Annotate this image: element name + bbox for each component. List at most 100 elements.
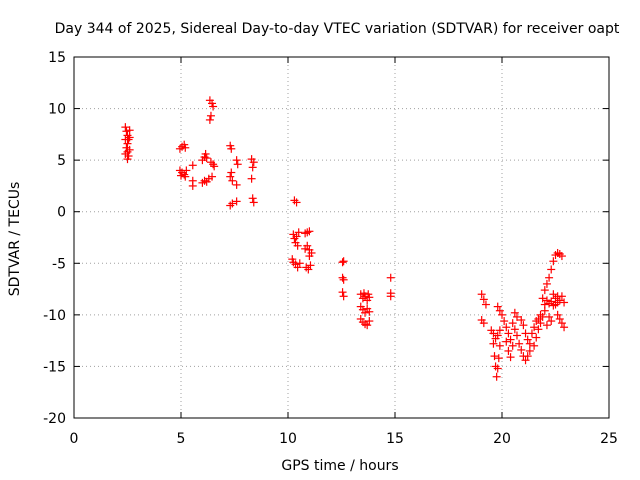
- data-point: [523, 352, 532, 361]
- y-tick-label: 10: [48, 102, 66, 118]
- data-point: [542, 321, 551, 330]
- data-point: [210, 162, 219, 171]
- data-point: [515, 339, 524, 348]
- data-point: [188, 161, 197, 170]
- data-point: [247, 174, 256, 183]
- x-tick-label: 25: [600, 431, 618, 447]
- data-point: [508, 341, 517, 350]
- data-point: [294, 228, 303, 237]
- data-point: [553, 310, 562, 319]
- data-point: [504, 346, 513, 355]
- data-point: [202, 154, 211, 163]
- data-point: [301, 229, 310, 238]
- axis-ticks: [73, 56, 610, 419]
- data-point: [547, 265, 556, 274]
- data-point: [290, 234, 299, 243]
- data-point: [510, 325, 519, 334]
- data-point: [248, 194, 257, 203]
- x-tick-label: 10: [279, 431, 297, 447]
- y-tick-label: 0: [57, 205, 66, 221]
- data-point: [226, 172, 235, 181]
- data-point: [492, 372, 501, 381]
- data-point: [123, 139, 132, 148]
- data-point: [232, 156, 241, 165]
- data-point: [121, 149, 130, 158]
- data-point: [249, 198, 258, 207]
- data-point: [555, 314, 564, 323]
- data-point: [181, 143, 190, 152]
- data-point: [339, 275, 348, 284]
- data-point: [386, 273, 395, 282]
- data-point: [208, 172, 217, 181]
- data-point: [536, 319, 545, 328]
- data-point: [209, 160, 218, 169]
- data-point: [502, 323, 511, 332]
- x-tick-label: 15: [386, 431, 404, 447]
- data-point: [489, 339, 498, 348]
- data-point: [525, 346, 534, 355]
- data-point: [338, 288, 347, 297]
- data-point: [125, 133, 134, 142]
- y-tick-label: -20: [43, 411, 66, 427]
- data-point: [538, 294, 547, 303]
- data-point: [125, 145, 134, 154]
- data-point: [232, 180, 241, 189]
- data-point: [303, 228, 312, 237]
- data-point: [304, 265, 313, 274]
- data-point: [525, 339, 534, 348]
- data-point: [198, 178, 207, 187]
- data-point: [490, 352, 499, 361]
- data-point: [200, 176, 209, 185]
- data-point: [536, 310, 545, 319]
- data-point: [493, 302, 502, 311]
- data-point: [517, 345, 526, 354]
- data-point: [228, 176, 237, 185]
- data-point: [306, 261, 315, 270]
- data-point: [493, 364, 502, 373]
- data-point: [510, 308, 519, 317]
- data-point: [557, 252, 566, 261]
- data-point: [227, 144, 236, 153]
- data-point: [502, 337, 511, 346]
- data-point: [249, 158, 258, 167]
- data-point: [547, 317, 556, 326]
- data-point: [209, 102, 218, 111]
- data-point: [293, 263, 302, 272]
- data-point: [305, 227, 314, 236]
- data-point: [557, 292, 566, 301]
- data-point: [358, 294, 367, 303]
- data-point: [303, 241, 312, 250]
- data-point: [339, 292, 348, 301]
- data-point: [181, 172, 190, 181]
- data-point: [495, 326, 504, 335]
- y-axis-label: SDTVAR / TECUs: [7, 182, 23, 297]
- data-point: [227, 168, 236, 177]
- data-point: [206, 111, 215, 120]
- data-point: [493, 331, 502, 340]
- data-point: [226, 201, 235, 210]
- y-tick-label: -5: [52, 256, 66, 272]
- data-point: [542, 279, 551, 288]
- data-point: [495, 341, 504, 350]
- data-point: [123, 147, 132, 156]
- data-point: [233, 160, 242, 169]
- data-point: [125, 126, 134, 135]
- data-point: [359, 289, 368, 298]
- data-point: [495, 306, 504, 315]
- data-point: [491, 362, 500, 371]
- data-point: [123, 155, 132, 164]
- data-point: [201, 149, 210, 158]
- data-point: [489, 329, 498, 338]
- data-point: [295, 259, 304, 268]
- data-point: [519, 321, 528, 330]
- data-point: [512, 312, 521, 321]
- y-tick-label: 5: [57, 153, 66, 169]
- y-tick-label: -10: [43, 308, 66, 324]
- data-point: [555, 296, 564, 305]
- data-point: [523, 335, 532, 344]
- data-point: [545, 273, 554, 282]
- data-point: [477, 290, 486, 299]
- data-point: [498, 310, 506, 319]
- data-point: [175, 144, 184, 153]
